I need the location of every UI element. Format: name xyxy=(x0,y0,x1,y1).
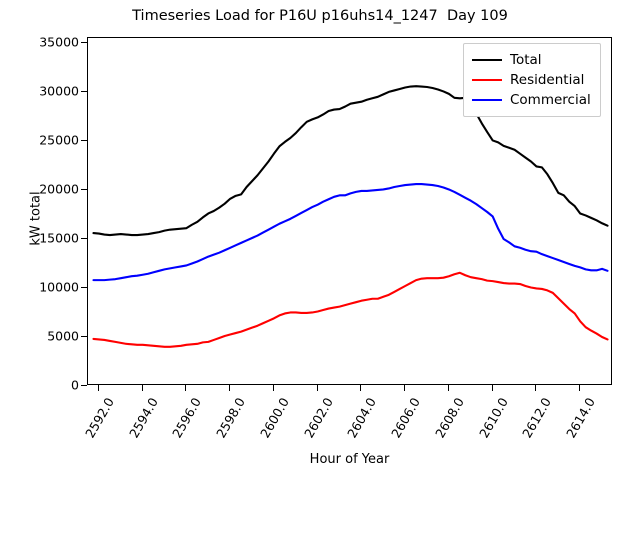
y-axis-tick-labels: 0 5000 10000 15000 20000 25000 30000 35000 xyxy=(0,0,79,480)
x-tick-label: 2610.0 xyxy=(475,395,511,441)
legend-item-total[interactable]: Total xyxy=(472,50,591,70)
x-tick-label: 2612.0 xyxy=(519,395,555,441)
x-tick-label: 2600.0 xyxy=(257,395,292,441)
y-tick-mark xyxy=(81,237,87,239)
series-line-residential xyxy=(92,271,609,348)
series-line-commercial xyxy=(92,183,609,282)
series-canvas xyxy=(92,85,609,348)
x-tick-mark xyxy=(404,385,406,391)
y-tick-mark xyxy=(81,90,87,92)
y-tick-label: 35000 xyxy=(39,34,79,50)
y-tick-label: 10000 xyxy=(39,279,79,295)
x-tick-mark xyxy=(316,385,318,391)
x-tick-mark xyxy=(97,385,99,391)
x-tick-mark xyxy=(229,385,231,391)
y-tick-mark xyxy=(81,188,87,190)
x-tick-mark xyxy=(579,385,581,391)
y-tick-mark xyxy=(81,41,87,43)
legend-label-total: Total xyxy=(510,52,542,68)
x-tick-label: 2594.0 xyxy=(125,395,161,441)
legend-swatch-total xyxy=(472,59,502,61)
chart-legend: Total Residential Commercial xyxy=(463,43,601,117)
y-tick-label: 25000 xyxy=(39,132,79,148)
y-tick-label: 15000 xyxy=(39,230,79,246)
legend-item-commercial[interactable]: Commercial xyxy=(472,90,591,110)
chart-title: Timeseries Load for P16U p16uhs14_1247 D… xyxy=(132,8,508,24)
series-line-total xyxy=(92,85,609,237)
x-tick-mark xyxy=(491,385,493,391)
y-tick-mark xyxy=(81,286,87,288)
legend-swatch-residential xyxy=(472,79,502,81)
y-tick-label: 5000 xyxy=(47,328,79,344)
y-tick-label: 30000 xyxy=(39,83,79,99)
x-tick-mark xyxy=(360,385,362,391)
legend-label-commercial: Commercial xyxy=(510,92,591,108)
x-tick-mark xyxy=(535,385,537,391)
y-tick-mark xyxy=(81,139,87,141)
x-tick-mark xyxy=(447,385,449,391)
y-tick-mark xyxy=(81,385,87,386)
x-tick-mark xyxy=(185,385,187,391)
y-tick-mark xyxy=(81,335,87,337)
y-tick-label: 20000 xyxy=(39,181,79,197)
x-axis-label: Hour of Year xyxy=(309,452,390,467)
legend-label-residential: Residential xyxy=(510,72,585,88)
y-tick-label: 0 xyxy=(71,377,79,393)
x-tick-label: 2606.0 xyxy=(388,395,424,441)
y-axis-label: kW total xyxy=(28,191,44,246)
x-tick-label: 2598.0 xyxy=(213,395,249,441)
legend-item-residential[interactable]: Residential xyxy=(472,70,591,90)
x-tick-label: 2614.0 xyxy=(563,395,599,441)
x-tick-label: 2604.0 xyxy=(344,395,380,441)
x-tick-mark xyxy=(141,385,143,391)
x-tick-mark xyxy=(272,385,274,391)
x-tick-label: 2608.0 xyxy=(432,395,467,441)
x-tick-label: 2602.0 xyxy=(300,395,336,441)
legend-swatch-commercial xyxy=(472,99,502,101)
x-tick-label: 2596.0 xyxy=(169,395,205,441)
chart-figure: Timeseries Load for P16U p16uhs14_1247 D… xyxy=(0,0,612,480)
